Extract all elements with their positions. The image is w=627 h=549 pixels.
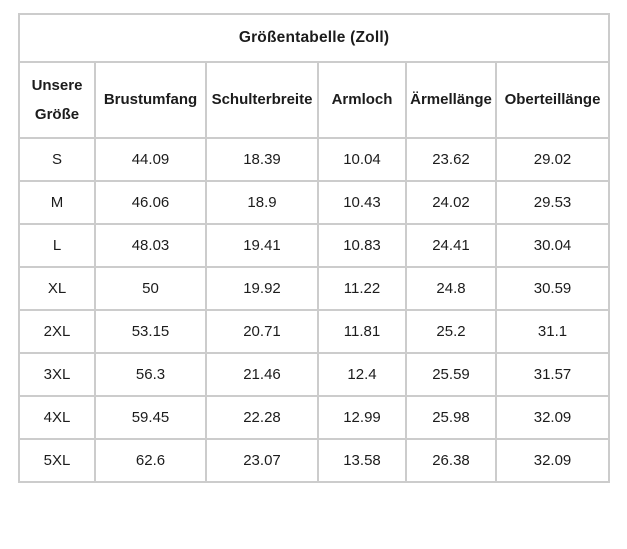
row-size-label: L	[18, 223, 96, 268]
column-header-size: Unsere Größe	[18, 61, 96, 139]
table-cell: 32.09	[494, 395, 611, 440]
table-row: 4XL 59.45 22.28 12.99 25.98 32.09	[18, 395, 611, 440]
table-cell: 26.38	[405, 438, 497, 483]
table-cell: 13.58	[317, 438, 407, 483]
table-row: XL 50 19.92 11.22 24.8 30.59	[18, 266, 611, 311]
row-size-label: XL	[18, 266, 96, 311]
table-cell: 10.43	[317, 180, 407, 225]
table-cell: 19.41	[205, 223, 319, 268]
table-cell: 22.28	[205, 395, 319, 440]
table-cell: 23.62	[405, 137, 497, 182]
row-size-label: 3XL	[18, 352, 96, 397]
table-cell: 53.15	[94, 309, 207, 354]
table-cell: 25.98	[405, 395, 497, 440]
table-cell: 31.57	[494, 352, 611, 397]
table-cell: 29.53	[494, 180, 611, 225]
table-cell: 25.2	[405, 309, 497, 354]
table-row: 2XL 53.15 20.71 11.81 25.2 31.1	[18, 309, 611, 354]
table-cell: 19.92	[205, 266, 319, 311]
table-cell: 30.59	[494, 266, 611, 311]
row-size-label: M	[18, 180, 96, 225]
table-header-row: Unsere Größe Brustumfang Schulterbreite …	[18, 61, 611, 139]
table-row: L 48.03 19.41 10.83 24.41 30.04	[18, 223, 611, 268]
table-row: S 44.09 18.39 10.04 23.62 29.02	[18, 137, 611, 182]
column-header-sleeve-length: Ärmellänge	[405, 61, 497, 139]
row-size-label: S	[18, 137, 96, 182]
table-cell: 10.83	[317, 223, 407, 268]
table-cell: 62.6	[94, 438, 207, 483]
column-header-armhole: Armloch	[317, 61, 407, 139]
table-cell: 18.9	[205, 180, 319, 225]
table-cell: 24.8	[405, 266, 497, 311]
table-cell: 23.07	[205, 438, 319, 483]
table-cell: 18.39	[205, 137, 319, 182]
table-cell: 10.04	[317, 137, 407, 182]
table-row: 5XL 62.6 23.07 13.58 26.38 32.09	[18, 438, 611, 483]
table-cell: 31.1	[494, 309, 611, 354]
table-cell: 25.59	[405, 352, 497, 397]
table-title: Größentabelle (Zoll)	[17, 13, 611, 63]
table-cell: 29.02	[494, 137, 611, 182]
table-cell: 24.02	[405, 180, 497, 225]
table-cell: 48.03	[94, 223, 207, 268]
table-row: 3XL 56.3 21.46 12.4 25.59 31.57	[18, 352, 611, 397]
table-cell: 12.99	[317, 395, 407, 440]
table-cell: 50	[94, 266, 207, 311]
table-title-row: Größentabelle (Zoll)	[17, 13, 611, 63]
table-cell: 32.09	[494, 438, 611, 483]
table-row: M 46.06 18.9 10.43 24.02 29.53	[18, 180, 611, 225]
row-size-label: 5XL	[18, 438, 96, 483]
table-body: S 44.09 18.39 10.04 23.62 29.02 M 46.06 18.9 10.4…	[18, 137, 611, 483]
table-cell: 21.46	[205, 352, 319, 397]
table-cell: 44.09	[94, 137, 207, 182]
table-cell: 11.81	[317, 309, 407, 354]
table-cell: 12.4	[317, 352, 407, 397]
table-cell: 24.41	[405, 223, 497, 268]
table-cell: 11.22	[317, 266, 407, 311]
table-cell: 59.45	[94, 395, 207, 440]
table-cell: 30.04	[494, 223, 611, 268]
size-table: Größentabelle (Zoll) Unsere Größe Brustu…	[17, 13, 611, 483]
table-cell: 46.06	[94, 180, 207, 225]
row-size-label: 2XL	[18, 309, 96, 354]
column-header-shoulder: Schulterbreite	[205, 61, 319, 139]
column-header-top-length: Oberteillänge	[494, 61, 611, 139]
row-size-label: 4XL	[18, 395, 96, 440]
table-cell: 20.71	[205, 309, 319, 354]
column-header-chest: Brustumfang	[94, 61, 207, 139]
table-cell: 56.3	[94, 352, 207, 397]
